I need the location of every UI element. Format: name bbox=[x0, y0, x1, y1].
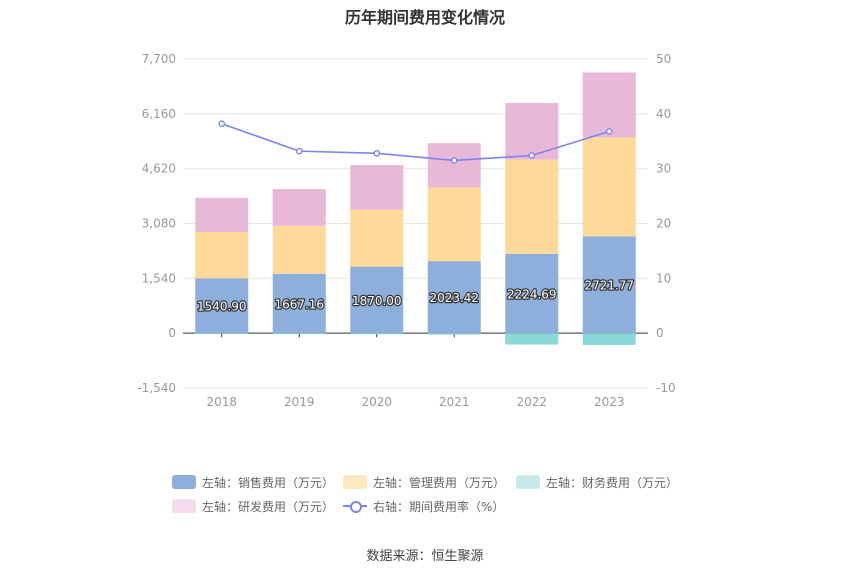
bar-admin bbox=[427, 187, 481, 262]
rate-point bbox=[528, 152, 536, 159]
left-tick-label: -1,540 bbox=[137, 381, 176, 395]
legend-item-rnd[interactable]: 左轴：研发费用（万元） bbox=[172, 498, 334, 514]
legend-label-rnd: 左轴：研发费用（万元） bbox=[202, 499, 335, 514]
right-tick-label: 20 bbox=[656, 217, 671, 231]
rate-point bbox=[295, 147, 303, 155]
rate-line bbox=[221, 122, 610, 162]
legend-label-sales: 左轴：销售费用（万元） bbox=[202, 475, 335, 490]
bar-finance bbox=[427, 333, 481, 335]
bar-sales bbox=[427, 261, 481, 334]
x-tick-label: 2018 bbox=[206, 395, 237, 409]
legend-item-rate[interactable]: 右轴：期间费用率（%） bbox=[343, 498, 504, 514]
bar-sales bbox=[350, 266, 404, 334]
bar-finance bbox=[505, 333, 559, 345]
bar-data-label: 2721.77 bbox=[584, 279, 634, 293]
bar-admin bbox=[505, 159, 559, 254]
bar-admin bbox=[582, 137, 636, 237]
left-tick-label: 4,620 bbox=[142, 162, 176, 176]
legend-label-finance: 左轴：财务费用（万元） bbox=[546, 475, 679, 490]
bar-admin bbox=[350, 209, 404, 267]
x-tick-label: 2021 bbox=[439, 395, 470, 409]
chart-title: 历年期间费用变化情况 bbox=[344, 8, 505, 27]
bar-finance bbox=[272, 333, 326, 334]
bar-sales bbox=[582, 236, 636, 334]
bar-finance bbox=[582, 333, 636, 345]
legend-swatch-finance bbox=[516, 475, 540, 489]
rate-point bbox=[373, 150, 381, 157]
bar-admin bbox=[195, 232, 249, 279]
legend-swatch-admin bbox=[343, 475, 367, 489]
legend-item-admin[interactable]: 左轴：管理费用（万元） bbox=[343, 474, 505, 490]
bar-rnd bbox=[272, 189, 326, 226]
bar-rnd bbox=[582, 72, 636, 138]
x-tick-label: 2022 bbox=[516, 395, 547, 409]
legend-line-rate-icon bbox=[343, 499, 367, 513]
legend-swatch-sales bbox=[172, 475, 196, 489]
left-tick-label: 6,160 bbox=[142, 107, 176, 121]
x-tick-label: 2023 bbox=[594, 395, 625, 409]
data-source: 数据来源：恒生聚源 bbox=[366, 549, 484, 564]
right-tick-label: 10 bbox=[656, 271, 671, 285]
legend-item-finance[interactable]: 左轴：财务费用（万元） bbox=[516, 474, 678, 490]
bar-data-label: 1540.90 bbox=[197, 300, 247, 314]
legend-label-rate: 右轴：期间费用率（%） bbox=[373, 499, 505, 514]
right-tick-label: 0 bbox=[656, 326, 664, 340]
chart-canvas: 7,700 6,160 4,620 3,080 1,540 0 -1,540 50 40 30 20… bbox=[137, 52, 676, 409]
legend-item-sales[interactable]: 左轴：销售费用（万元） bbox=[172, 474, 334, 490]
rate-point bbox=[605, 128, 613, 135]
left-tick-label: 1,540 bbox=[142, 271, 176, 285]
x-tick-label: 2020 bbox=[361, 395, 392, 409]
left-tick-label: 0 bbox=[168, 326, 176, 340]
rate-point bbox=[218, 120, 226, 128]
left-tick-label: 7,700 bbox=[142, 52, 176, 66]
right-tick-label: 50 bbox=[656, 52, 671, 66]
legend-label-admin: 左轴：管理费用（万元） bbox=[373, 475, 506, 490]
right-tick-label: 40 bbox=[656, 107, 671, 121]
bar-finance bbox=[350, 333, 404, 335]
bar-data-label: 1667.16 bbox=[274, 297, 324, 311]
bar-admin bbox=[272, 225, 326, 274]
bar-data-label: 1870.00 bbox=[352, 294, 402, 308]
bar-rnd bbox=[427, 143, 481, 188]
right-tick-label: 30 bbox=[656, 162, 671, 176]
bar-finance bbox=[195, 333, 249, 334]
bar-data-label: 2224.69 bbox=[507, 288, 557, 302]
legend-swatch-rnd bbox=[172, 499, 196, 513]
bar-rnd bbox=[505, 102, 559, 160]
bar-data-label: 2023.42 bbox=[429, 291, 479, 305]
left-tick-label: 3,080 bbox=[142, 217, 176, 231]
bar-sales bbox=[505, 253, 559, 334]
bar-rnd bbox=[195, 197, 249, 233]
x-tick-label: 2019 bbox=[284, 395, 315, 409]
bar-sales bbox=[272, 273, 326, 334]
rate-point bbox=[450, 157, 458, 164]
bar-sales bbox=[195, 278, 249, 334]
bar-rnd bbox=[350, 165, 404, 210]
right-tick-label: -10 bbox=[656, 381, 676, 395]
